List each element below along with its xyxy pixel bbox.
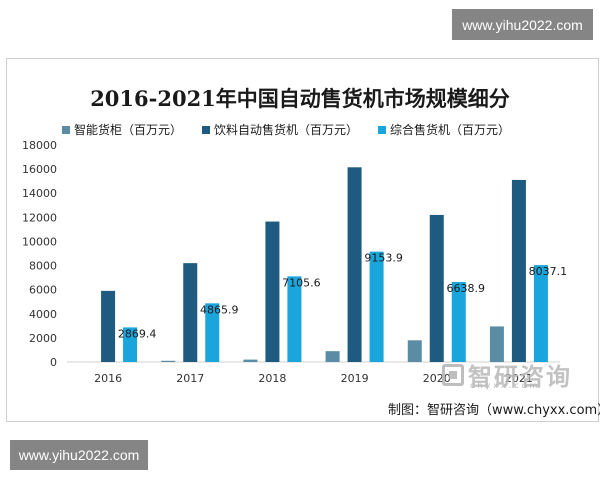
data-label: 2869.4 (118, 327, 157, 340)
legend-item-combo-machine: 综合售货机（百万元） (378, 121, 510, 138)
x-tick-label: 2019 (341, 372, 369, 385)
x-tick-label: 2018 (258, 372, 286, 385)
chart-title: 2016-2021年中国自动售货机市场规模细分 (90, 86, 510, 111)
website-watermark-top: www.yihu2022.com (452, 9, 593, 40)
data-label: 7105.6 (282, 276, 321, 289)
legend-label: 综合售货机（百万元） (390, 123, 511, 137)
bar (325, 351, 340, 362)
data-label: 6638.9 (447, 282, 486, 295)
data-label: 8037.1 (529, 265, 568, 278)
chyxx-logo-watermark: 智研咨询 (442, 357, 572, 392)
y-tick-label: 8000 (29, 260, 57, 273)
bar (533, 265, 548, 362)
legend-swatch (378, 125, 387, 134)
bar (347, 167, 362, 362)
legend-label: 智能货柜（百万元） (74, 123, 183, 137)
website-watermark-bottom: www.yihu2022.com (10, 440, 148, 470)
logo-watermark-url: chyxx.com (470, 381, 541, 390)
y-tick-label: 0 (50, 356, 57, 369)
y-tick-label: 12000 (22, 211, 57, 224)
bar (369, 251, 384, 362)
y-tick-label: 6000 (29, 284, 57, 297)
chart-legend: 智能货柜（百万元） 饮料自动售货机（百万元） 综合售货机（百万元） (62, 121, 518, 138)
bar (429, 214, 444, 362)
y-tick-label: 2000 (29, 332, 57, 345)
x-tick-label: 2017 (176, 372, 204, 385)
y-tick-label: 4000 (29, 308, 57, 321)
x-tick-label: 2016 (94, 372, 122, 385)
y-tick-label: 16000 (22, 163, 57, 176)
bar (243, 359, 258, 362)
bar (489, 326, 504, 362)
bar (287, 276, 302, 362)
x-tick-label: 2021 (505, 372, 533, 385)
y-tick-label: 18000 (22, 139, 57, 152)
bar (451, 281, 466, 362)
chyxx-logo-icon (442, 363, 464, 386)
legend-item-smart-cabinet: 智能货柜（百万元） (62, 121, 182, 138)
bar (123, 327, 138, 362)
bar (407, 340, 422, 362)
bar (101, 290, 116, 362)
bar (161, 360, 176, 362)
y-tick-label: 10000 (22, 235, 57, 248)
logo-watermark-text: 智研咨询 (468, 363, 572, 391)
source-note: 制图：智研咨询（www.chyxx.com） (388, 403, 600, 418)
legend-swatch (202, 125, 211, 134)
bar (183, 263, 198, 362)
bar (511, 179, 526, 362)
bar (265, 221, 280, 362)
y-tick-label: 14000 (22, 187, 57, 200)
bar (205, 303, 220, 362)
legend-swatch (62, 125, 70, 134)
legend-item-beverage-machine: 饮料自动售货机（百万元） (202, 121, 358, 138)
data-label: 9153.9 (364, 252, 403, 265)
data-label: 4865.9 (200, 303, 239, 316)
legend-label: 饮料自动售货机（百万元） (214, 123, 359, 137)
